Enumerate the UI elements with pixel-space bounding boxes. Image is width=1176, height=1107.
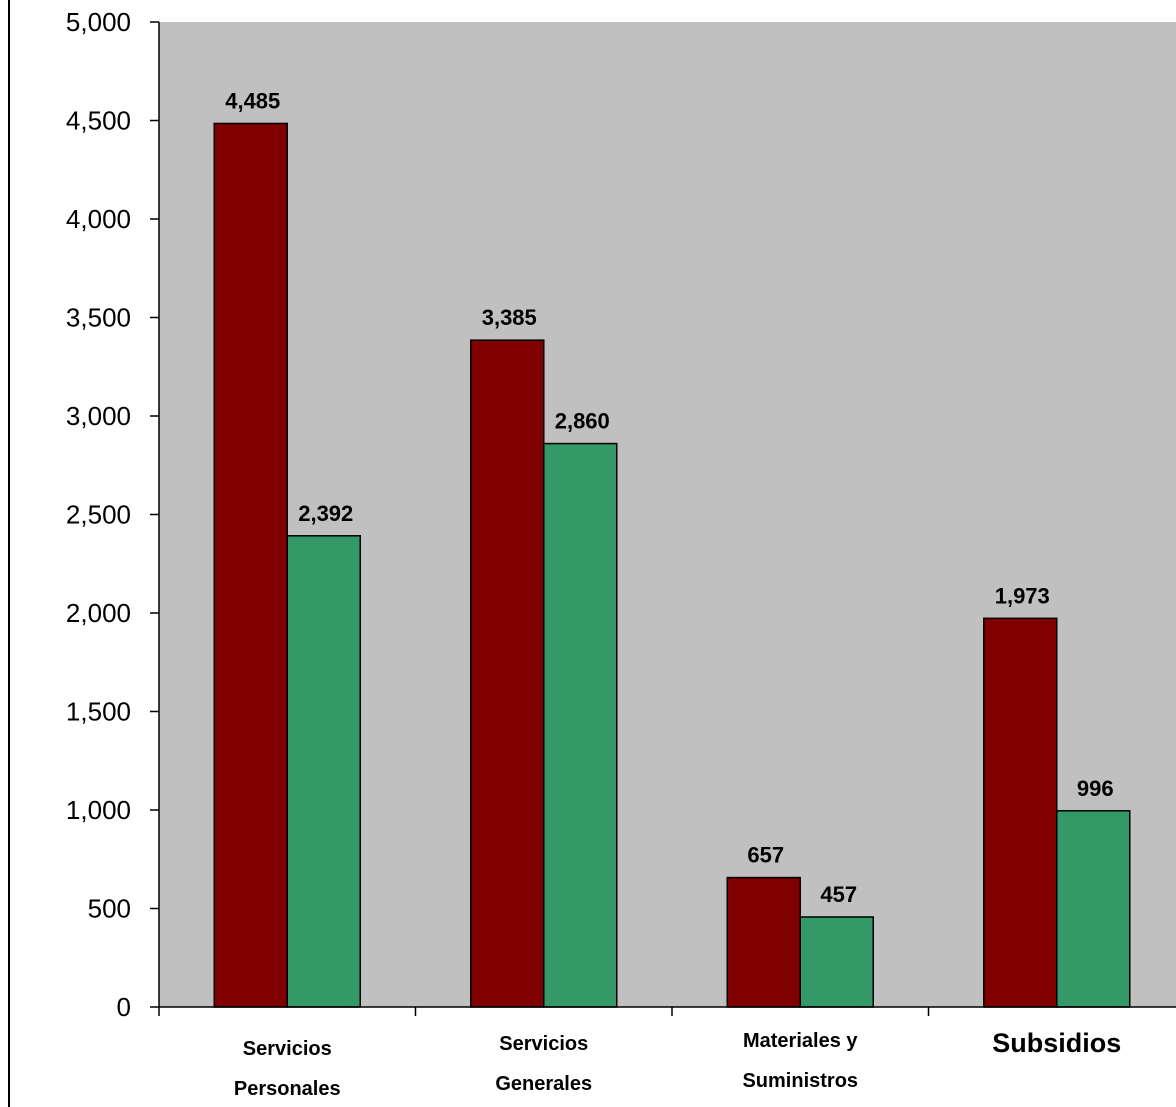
data-label: 3,385 <box>482 305 537 330</box>
category-label: Personales <box>234 1078 341 1100</box>
category-label: Servicios <box>243 1038 332 1060</box>
category-labels-layer: Servicios Personales Servicios Generales Mat… <box>234 1028 1121 1100</box>
bar <box>1056 810 1131 1008</box>
data-label: 4,485 <box>225 88 280 113</box>
data-label: 2,860 <box>555 409 610 434</box>
bar <box>470 339 545 1008</box>
category-label: Suministros <box>742 1070 858 1092</box>
y-tick-label: 500 <box>88 894 131 924</box>
y-tick-label: 3,000 <box>66 401 131 431</box>
y-tick-label: 1,000 <box>66 795 131 825</box>
bars-layer <box>213 122 1131 1008</box>
bar <box>543 442 618 1008</box>
y-tick-label: 5,000 <box>66 7 131 37</box>
data-labels-layer: 4,485 2,392 3,385 2,860 657 457 1,973 996 <box>225 88 1113 907</box>
data-label: 2,392 <box>298 501 353 526</box>
data-label: 996 <box>1077 776 1114 801</box>
y-tick-label: 1,500 <box>66 697 131 727</box>
y-axis-ticks: 0 500 1,000 1,500 2,000 2,500 3,000 3,500 4,000 4… <box>66 7 159 1022</box>
y-tick-label: 2,000 <box>66 598 131 628</box>
data-label: 1,973 <box>995 583 1050 608</box>
bar <box>286 535 361 1008</box>
y-tick-label: 2,500 <box>66 500 131 530</box>
y-tick-label: 4,000 <box>66 204 131 234</box>
x-axis-ticks <box>158 1007 930 1016</box>
data-label: 457 <box>820 882 857 907</box>
category-label: Materiales y <box>743 1030 858 1052</box>
y-tick-label: 0 <box>117 992 131 1022</box>
bar <box>983 617 1058 1008</box>
category-label: Servicios <box>499 1033 588 1055</box>
category-label: Subsidios <box>992 1028 1121 1058</box>
y-tick-label: 3,500 <box>66 303 131 333</box>
bar <box>213 122 288 1008</box>
bar <box>726 876 801 1008</box>
category-label: Generales <box>495 1073 592 1095</box>
y-tick-label: 4,500 <box>66 106 131 136</box>
data-label: 657 <box>747 843 784 868</box>
bar <box>799 916 874 1008</box>
